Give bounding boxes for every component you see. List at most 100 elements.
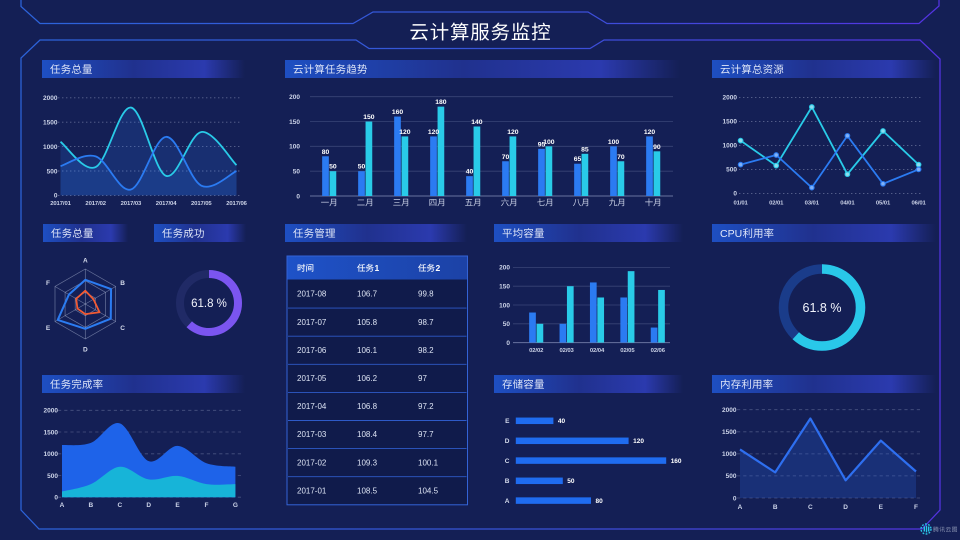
svg-text:1500: 1500 xyxy=(43,120,58,127)
svg-text:160: 160 xyxy=(671,458,682,465)
svg-text:70: 70 xyxy=(617,154,625,161)
svg-text:500: 500 xyxy=(47,473,58,480)
svg-text:02/03: 02/03 xyxy=(559,348,574,354)
svg-text:120: 120 xyxy=(428,129,440,136)
svg-text:98.7: 98.7 xyxy=(418,318,434,327)
svg-text:D: D xyxy=(146,502,151,509)
svg-text:E: E xyxy=(46,325,51,332)
svg-text:65: 65 xyxy=(574,156,582,163)
svg-text:106.8: 106.8 xyxy=(357,402,378,411)
svg-text:2017-02: 2017-02 xyxy=(297,458,327,467)
svg-text:2017-01: 2017-01 xyxy=(297,486,327,495)
svg-text:150: 150 xyxy=(289,119,300,126)
svg-text:2017/04: 2017/04 xyxy=(156,201,177,207)
svg-text:05/01: 05/01 xyxy=(876,200,891,206)
svg-text:2017-08: 2017-08 xyxy=(297,290,327,299)
svg-text:98.2: 98.2 xyxy=(418,346,434,355)
svg-text:A: A xyxy=(505,498,510,505)
svg-text:0: 0 xyxy=(54,193,58,200)
svg-text:B: B xyxy=(89,502,94,509)
svg-text:2017-06: 2017-06 xyxy=(297,346,327,355)
svg-text:105.8: 105.8 xyxy=(357,318,378,327)
svg-text:2017/05: 2017/05 xyxy=(191,201,212,207)
svg-text:E: E xyxy=(505,418,510,425)
svg-text:100: 100 xyxy=(543,139,555,146)
svg-text:80: 80 xyxy=(322,149,330,156)
svg-text:100: 100 xyxy=(608,139,620,146)
svg-text:120: 120 xyxy=(633,438,644,445)
svg-text:40: 40 xyxy=(466,169,474,176)
svg-text:2: 2 xyxy=(436,263,441,273)
svg-text:61.8 %: 61.8 % xyxy=(803,301,842,315)
svg-text:200: 200 xyxy=(289,94,300,101)
svg-text:95: 95 xyxy=(538,141,546,148)
svg-text:2017/06: 2017/06 xyxy=(226,201,247,207)
svg-text:150: 150 xyxy=(363,114,375,121)
svg-text:0: 0 xyxy=(506,340,510,347)
svg-text:02/05: 02/05 xyxy=(620,348,635,354)
svg-text:1000: 1000 xyxy=(44,451,59,458)
svg-text:500: 500 xyxy=(726,167,737,174)
svg-text:50: 50 xyxy=(358,164,366,171)
svg-text:500: 500 xyxy=(47,168,58,175)
svg-text:50: 50 xyxy=(293,168,301,175)
svg-text:A: A xyxy=(83,258,88,265)
svg-text:500: 500 xyxy=(726,473,737,480)
svg-text:97.7: 97.7 xyxy=(418,430,434,439)
svg-text:1500: 1500 xyxy=(723,119,738,126)
svg-text:99.8: 99.8 xyxy=(418,290,434,299)
svg-text:1000: 1000 xyxy=(43,144,58,151)
svg-text:2017-04: 2017-04 xyxy=(297,402,327,411)
svg-text:2017/02: 2017/02 xyxy=(85,201,106,207)
svg-text:0: 0 xyxy=(733,495,737,502)
svg-text:85: 85 xyxy=(581,146,589,153)
svg-text:120: 120 xyxy=(644,129,656,136)
svg-text:D: D xyxy=(843,504,848,511)
svg-text:2017-07: 2017-07 xyxy=(297,318,327,327)
svg-text:40: 40 xyxy=(558,418,566,425)
svg-text:02/04: 02/04 xyxy=(590,348,605,354)
svg-text:0: 0 xyxy=(296,193,300,200)
svg-text:50: 50 xyxy=(503,321,511,328)
svg-text:06/01: 06/01 xyxy=(911,200,926,206)
svg-text:50: 50 xyxy=(329,164,337,171)
svg-text:2000: 2000 xyxy=(43,95,58,102)
svg-text:90: 90 xyxy=(653,144,661,151)
svg-text:D: D xyxy=(505,438,510,445)
svg-text:1500: 1500 xyxy=(44,429,59,436)
svg-text:104.5: 104.5 xyxy=(418,486,439,495)
svg-text:108.5: 108.5 xyxy=(357,486,378,495)
svg-text:1000: 1000 xyxy=(723,143,738,150)
svg-text:C: C xyxy=(120,325,125,332)
svg-text:B: B xyxy=(505,478,510,485)
svg-text:70: 70 xyxy=(502,154,510,161)
svg-text:120: 120 xyxy=(507,129,519,136)
svg-text:2000: 2000 xyxy=(44,408,59,415)
svg-text:97.2: 97.2 xyxy=(418,402,434,411)
svg-text:2000: 2000 xyxy=(722,407,737,414)
svg-text:100: 100 xyxy=(499,302,510,309)
svg-text:B: B xyxy=(120,280,125,287)
svg-text:109.3: 109.3 xyxy=(357,458,378,467)
svg-text:97: 97 xyxy=(418,374,427,383)
svg-text:01/01: 01/01 xyxy=(733,200,748,206)
svg-text:2017-03: 2017-03 xyxy=(297,430,327,439)
svg-text:C: C xyxy=(808,504,813,511)
svg-text:C: C xyxy=(505,458,510,465)
svg-text:1: 1 xyxy=(375,263,380,273)
svg-text:61.8 %: 61.8 % xyxy=(191,298,227,310)
svg-text:120: 120 xyxy=(399,129,411,136)
svg-text:2000: 2000 xyxy=(723,95,738,102)
svg-text:02/02: 02/02 xyxy=(529,348,544,354)
svg-text:04/01: 04/01 xyxy=(840,200,855,206)
svg-text:180: 180 xyxy=(435,99,447,106)
svg-text:2017-05: 2017-05 xyxy=(297,374,327,383)
svg-text:106.7: 106.7 xyxy=(357,290,378,299)
svg-text:160: 160 xyxy=(392,109,404,116)
svg-text:A: A xyxy=(60,502,65,509)
svg-text:02/06: 02/06 xyxy=(651,348,666,354)
svg-text:50: 50 xyxy=(567,478,575,485)
svg-text:108.4: 108.4 xyxy=(357,430,378,439)
svg-text:100.1: 100.1 xyxy=(418,458,439,467)
svg-text:0: 0 xyxy=(54,495,58,502)
